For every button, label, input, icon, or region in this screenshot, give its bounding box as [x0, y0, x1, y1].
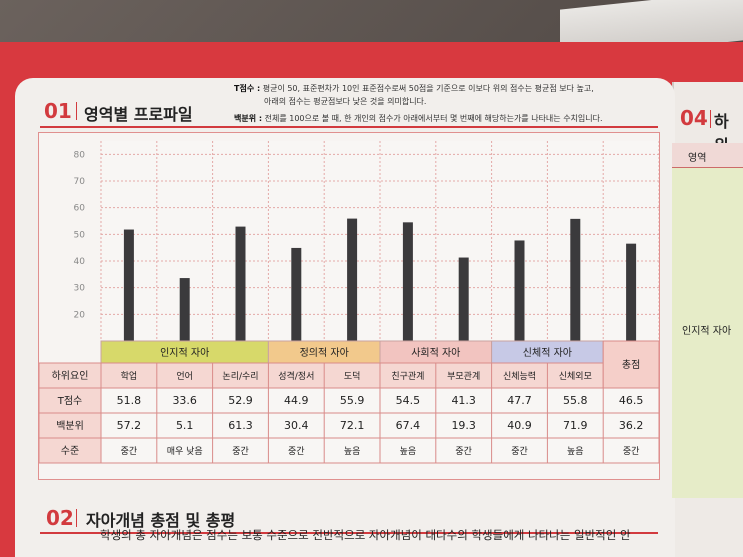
cell-3-3: 중간	[288, 446, 305, 457]
section2-summary-text: 학생의 총 자아개념은 점수는 보통 수준으로 전반적으로 자아개념이 대다수의…	[100, 528, 631, 542]
row-label-0: 하위요인	[52, 369, 89, 382]
cell-0-5: 친구관계	[391, 370, 424, 382]
cell-2-5: 67.4	[396, 419, 421, 432]
bar-7	[514, 240, 525, 341]
row-label-2: 백분위	[56, 419, 84, 432]
cell-2-9: 36.2	[619, 419, 644, 432]
cell-1-8: 55.8	[563, 394, 588, 407]
cell-3-8: 높음	[567, 446, 584, 457]
cell-0-7: 신체능력	[503, 370, 536, 382]
section4-green-cell	[672, 168, 743, 498]
note-t-score: T점수 : 평균이 50, 표준편차가 10인 표준점수로써 50점을 기준으로…	[234, 83, 594, 95]
bar-4	[347, 218, 358, 341]
cell-0-1: 언어	[176, 370, 193, 382]
cell-2-8: 71.9	[563, 419, 588, 432]
section4-col-header: 영역	[688, 153, 707, 164]
total-header-cell	[602, 340, 660, 389]
section2-title: 자아개념 총점 및 총평	[86, 511, 236, 530]
row-label-cell-0	[38, 362, 102, 389]
section2-underline	[40, 532, 658, 534]
bar-3	[291, 247, 302, 341]
cell-1-7: 47.7	[507, 394, 532, 407]
cell-3-2: 중간	[232, 446, 249, 457]
bar-1	[179, 278, 190, 341]
bar-8	[570, 218, 581, 341]
note-pct-label: 백분위 :	[234, 114, 263, 123]
cell-2-3: 30.4	[284, 419, 309, 432]
profile-chart: 20 30 40 50 60 70 80 인지적 자아 정의적 자아 사회적 자아 신체적 자아총점…	[38, 141, 660, 464]
profile-chart-frame: 20 30 40 50 60 70 80 인지적 자아 정의적 자아 사회적 자아 신체적 자아총점…	[38, 132, 660, 480]
section1-number: 01	[44, 99, 72, 123]
cell-0-3: 성격/정서	[278, 370, 314, 382]
cell-1-3: 44.9	[284, 394, 309, 407]
cell-0-6: 부모관계	[447, 370, 480, 382]
y-tick-label-70: 70	[74, 177, 86, 187]
bar-5	[402, 222, 413, 341]
cell-3-4: 높음	[344, 446, 361, 457]
row-label-cell-3	[38, 437, 102, 464]
group-label-0: 인지적 자아	[160, 347, 209, 359]
note-pct-text: 전체를 100으로 볼 때, 한 개인의 점수가 아래에서부터 몇 번째에 해당…	[264, 114, 603, 123]
bar-0	[123, 229, 134, 341]
cell-3-7: 중간	[511, 446, 528, 457]
y-tick-label-60: 60	[74, 204, 86, 214]
cell-3-6: 중간	[455, 446, 472, 457]
cell-2-4: 72.1	[340, 419, 365, 432]
cell-1-1: 33.6	[172, 394, 197, 407]
bar-2	[235, 226, 246, 341]
section4-divider	[710, 110, 711, 128]
section2-number: 02	[46, 506, 74, 530]
section1-divider	[76, 102, 77, 120]
group-label-3: 신체적 자아	[523, 347, 572, 359]
cell-0-8: 신체외모	[559, 370, 592, 382]
section4-number: 04	[680, 106, 708, 130]
section2-divider	[76, 509, 77, 527]
total-header-label: 총점	[622, 359, 640, 371]
y-tick-label-80: 80	[74, 150, 86, 160]
cell-2-1: 5.1	[176, 419, 194, 432]
cell-3-5: 높음	[400, 446, 417, 457]
note-t-line1: 평균이 50, 표준편차가 10인 표준점수로써 50점을 기준으로 이보다 위…	[262, 84, 594, 93]
cell-1-5: 54.5	[396, 394, 421, 407]
y-tick-label-40: 40	[74, 257, 86, 267]
cell-2-7: 40.9	[507, 419, 532, 432]
section4-row-label: 인지적 자아	[682, 326, 732, 337]
y-tick-label-30: 30	[74, 284, 86, 294]
cell-1-6: 41.3	[451, 394, 476, 407]
cell-1-0: 51.8	[117, 394, 141, 407]
cell-1-2: 52.9	[228, 394, 253, 407]
cell-3-1: 매우 낮음	[167, 446, 203, 457]
group-label-1: 정의적 자아	[300, 347, 349, 359]
cell-1-4: 55.9	[340, 394, 365, 407]
y-tick-label-20: 20	[74, 310, 86, 320]
cell-0-2: 논리/수리	[222, 371, 258, 382]
y-tick-label-50: 50	[74, 230, 86, 240]
note-percentile: 백분위 : 전체를 100으로 볼 때, 한 개인의 점수가 아래에서부터 몇 …	[234, 113, 603, 125]
cell-2-6: 19.3	[451, 419, 476, 432]
row-label-1: T점수	[57, 395, 83, 407]
cell-0-4: 도덕	[344, 371, 361, 382]
cell-2-0: 57.2	[117, 419, 141, 432]
group-label-2: 사회적 자아	[411, 347, 460, 359]
cell-2-2: 61.3	[228, 419, 253, 432]
cell-1-9: 46.5	[619, 394, 644, 407]
note-t-label: T점수 :	[234, 84, 261, 93]
note-t-line2: 아래의 점수는 평균점보다 낮은 것을 의미합니다.	[264, 97, 427, 106]
bar-6	[458, 257, 469, 341]
cell-3-9: 중간	[623, 446, 640, 457]
section1-underline	[40, 126, 658, 128]
cell-0-0: 학업	[121, 371, 138, 382]
row-label-3: 수준	[61, 445, 79, 457]
cell-3-0: 중간	[121, 446, 138, 457]
bar-9	[626, 243, 637, 341]
section4-table-header	[672, 143, 743, 168]
section1-title: 영역별 프로파일	[84, 105, 193, 124]
